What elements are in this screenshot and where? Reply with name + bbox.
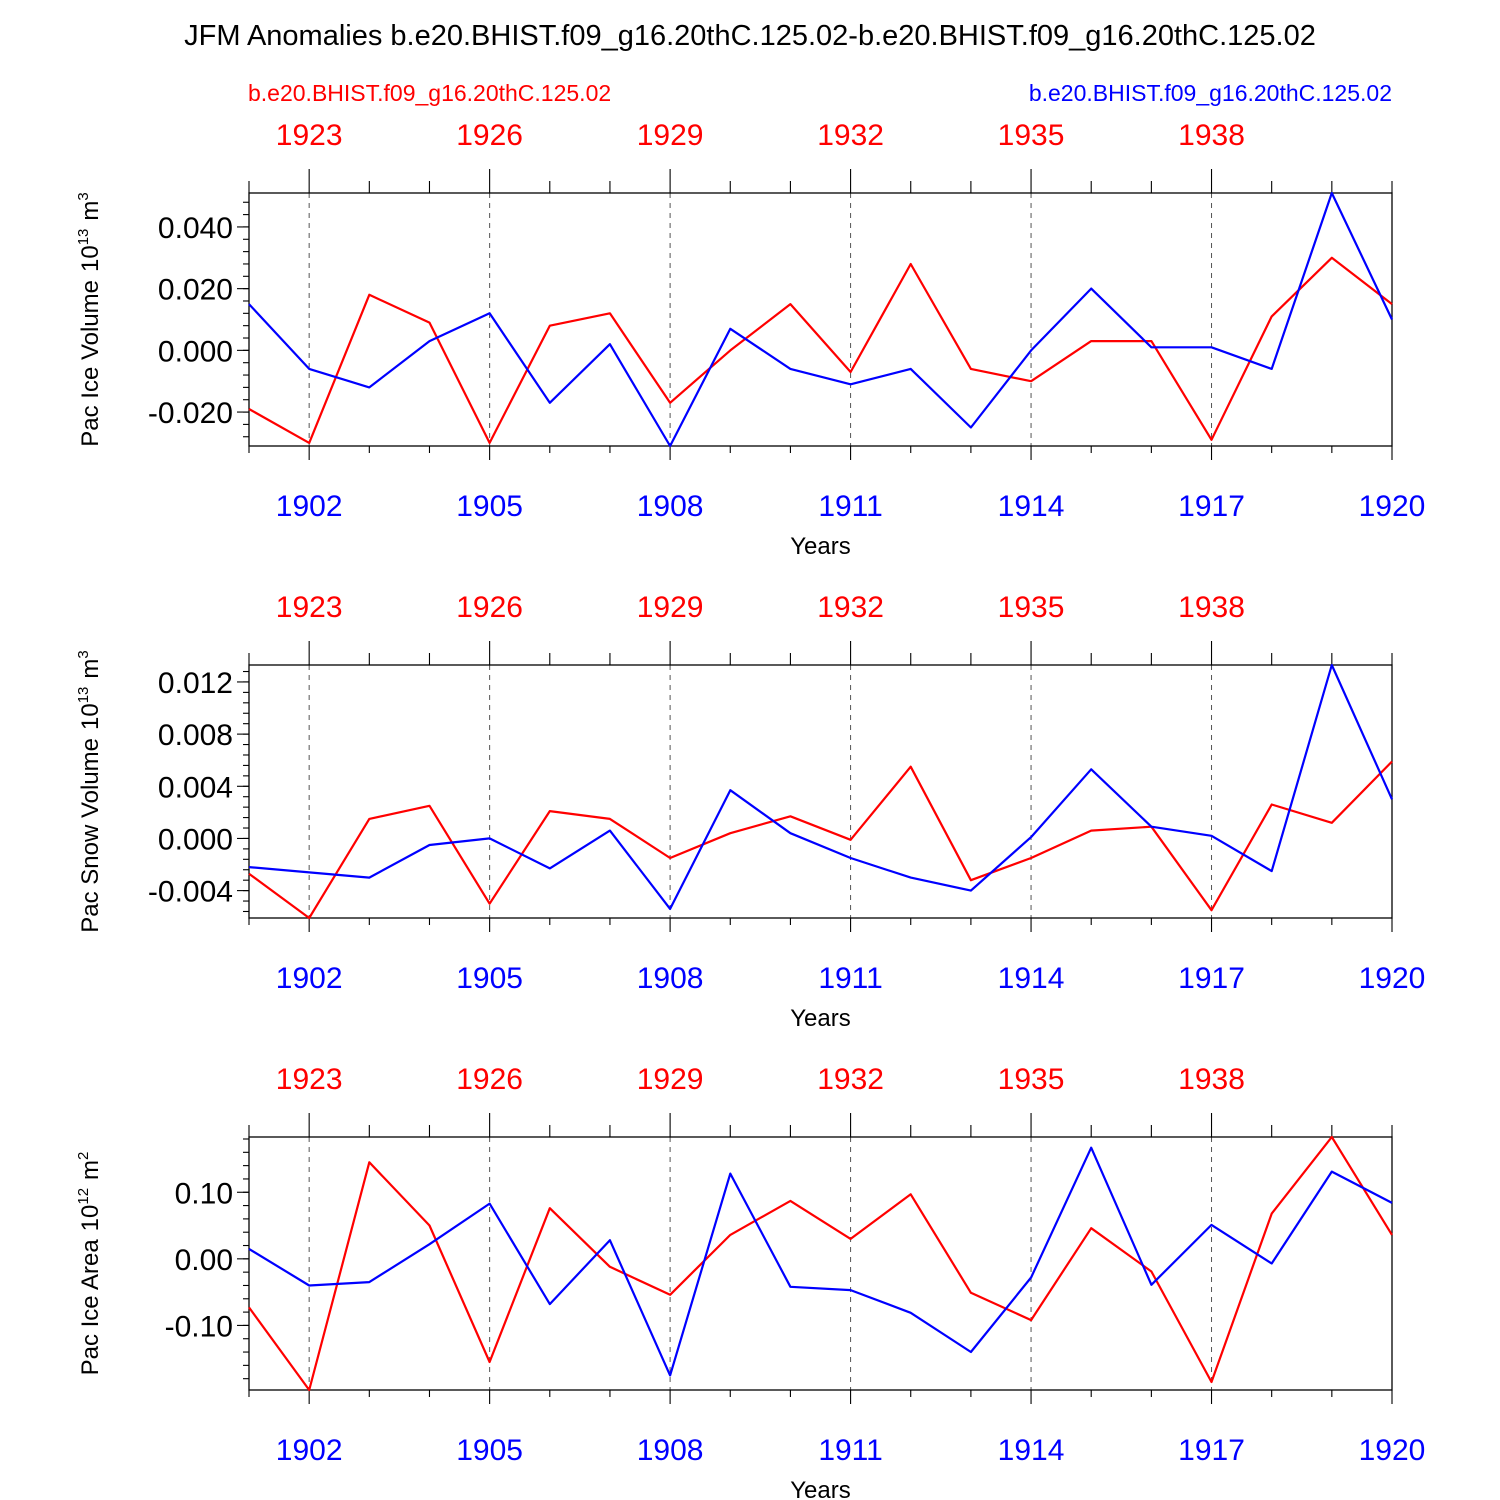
y-axis-label-unit: m [77, 659, 104, 679]
y-axis-label-unit: m [77, 1160, 104, 1180]
y-axis-label-exp: 13 [75, 687, 92, 704]
x-axis-label: Years [790, 1477, 851, 1500]
x-bottom-tick-label: 1914 [998, 1434, 1065, 1467]
x-axis-label: Years [790, 1005, 851, 1032]
y-axis-label-name: Pac Snow Volume [77, 738, 104, 933]
y-axis-label-exp: 12 [75, 1188, 92, 1205]
x-bottom-tick-label: 1911 [818, 490, 883, 523]
series-line-red [248, 1135, 1393, 1392]
x-axis-label: Years [790, 533, 851, 560]
y-tick-label: 0.10 [175, 1177, 233, 1210]
figure-title: JFM Anomalies b.e20.BHIST.f09_g16.20thC.… [184, 20, 1316, 52]
y-tick-label: -0.020 [148, 397, 233, 430]
x-top-tick-label: 1938 [1178, 119, 1245, 152]
y-axis-label-unit: m [77, 201, 104, 221]
x-bottom-tick-label: 1917 [1178, 1434, 1245, 1467]
x-top-tick-label: 1923 [276, 1063, 343, 1096]
y-tick-label: 0.000 [158, 823, 233, 856]
x-top-tick-label: 1935 [998, 119, 1065, 152]
y-tick-label: 0.00 [175, 1244, 233, 1277]
y-tick-label: 0.012 [158, 667, 233, 700]
x-top-tick-label: 1932 [817, 1063, 884, 1096]
x-top-tick-label: 1929 [637, 119, 704, 152]
plot-frame [248, 1136, 1393, 1391]
x-bottom-tick-label: 1920 [1359, 1434, 1426, 1467]
x-top-tick-label: 1938 [1178, 1063, 1245, 1096]
x-bottom-tick-label: 1920 [1359, 962, 1426, 995]
right-case-label: b.e20.BHIST.f09_g16.20thC.125.02 [1029, 80, 1392, 106]
y-axis-label: Pac Ice Volume 1013 m3 [75, 192, 104, 447]
y-tick-label: 0.000 [158, 335, 233, 368]
y-axis-label-base: 10 [77, 245, 104, 272]
y-tick-label: 0.020 [158, 274, 233, 307]
x-top-tick-label: 1926 [456, 1063, 523, 1096]
left-case-label: b.e20.BHIST.f09_g16.20thC.125.02 [248, 80, 611, 106]
y-axis-label-unit-exp: 2 [75, 1152, 92, 1160]
x-top-tick-label: 1929 [637, 1063, 704, 1096]
y-axis-label-base: 10 [77, 1205, 104, 1232]
plot-frame [248, 664, 1393, 919]
y-axis-label-base: 10 [77, 703, 104, 730]
y-axis-label-unit-exp: 3 [75, 192, 92, 200]
series-line-blue [248, 663, 1394, 911]
y-axis-label: Pac Ice Area 1012 m2 [75, 1152, 104, 1376]
panels: -0.020 0.000 0.020 0.040 1902 1905 1908 1911 191… [75, 119, 1425, 1500]
y-tick-label: -0.10 [165, 1310, 233, 1343]
x-bottom-tick-label: 1905 [456, 490, 523, 523]
series-line-red [248, 760, 1393, 920]
x-top-tick-label: 1932 [817, 119, 884, 152]
x-top-tick-label: 1929 [637, 591, 704, 624]
x-bottom-tick-label: 1917 [1178, 962, 1245, 995]
x-bottom-tick-label: 1920 [1359, 490, 1426, 523]
x-bottom-tick-label: 1902 [276, 490, 343, 523]
x-top-tick-label: 1935 [998, 591, 1065, 624]
x-bottom-tick-label: 1911 [818, 1434, 883, 1467]
panel-3: -0.10 0.00 0.10 1902 1905 1908 1911 1914 1917 192… [75, 1063, 1425, 1500]
x-top-tick-label: 1926 [456, 119, 523, 152]
x-bottom-tick-label: 1911 [818, 962, 883, 995]
x-bottom-tick-label: 1908 [637, 962, 704, 995]
x-bottom-tick-label: 1905 [456, 962, 523, 995]
y-axis-label-unit-exp: 3 [75, 650, 92, 658]
x-bottom-tick-label: 1902 [276, 1434, 343, 1467]
y-axis-label-exp: 13 [75, 229, 92, 246]
panel-1: -0.020 0.000 0.020 0.040 1902 1905 1908 1911 191… [75, 119, 1425, 560]
x-bottom-tick-label: 1908 [637, 490, 704, 523]
x-top-tick-label: 1923 [276, 591, 343, 624]
x-bottom-tick-label: 1914 [998, 490, 1065, 523]
y-tick-label: 0.004 [158, 771, 233, 804]
x-top-tick-label: 1926 [456, 591, 523, 624]
x-bottom-tick-label: 1908 [637, 1434, 704, 1467]
panel-2: -0.004 0.000 0.004 0.008 0.012 1902 1905 1908 19… [75, 591, 1425, 1032]
x-top-tick-label: 1938 [1178, 591, 1245, 624]
series-line-blue [248, 191, 1393, 448]
y-axis-label-name: Pac Ice Area [77, 1239, 104, 1376]
x-top-tick-label: 1932 [817, 591, 884, 624]
x-bottom-tick-label: 1905 [456, 1434, 523, 1467]
y-axis-label-name: Pac Ice Volume [77, 280, 104, 447]
x-top-tick-label: 1923 [276, 119, 343, 152]
x-bottom-tick-label: 1917 [1178, 490, 1245, 523]
x-bottom-tick-label: 1902 [276, 962, 343, 995]
y-tick-label: -0.004 [148, 876, 233, 909]
series-line-red [248, 256, 1393, 444]
series-line-blue [248, 1146, 1393, 1377]
x-top-tick-label: 1935 [998, 1063, 1065, 1096]
x-bottom-tick-label: 1914 [998, 962, 1065, 995]
y-tick-label: 0.040 [158, 212, 233, 245]
y-axis-label: Pac Snow Volume 1013 m3 [75, 650, 104, 933]
y-tick-label: 0.008 [158, 719, 233, 752]
